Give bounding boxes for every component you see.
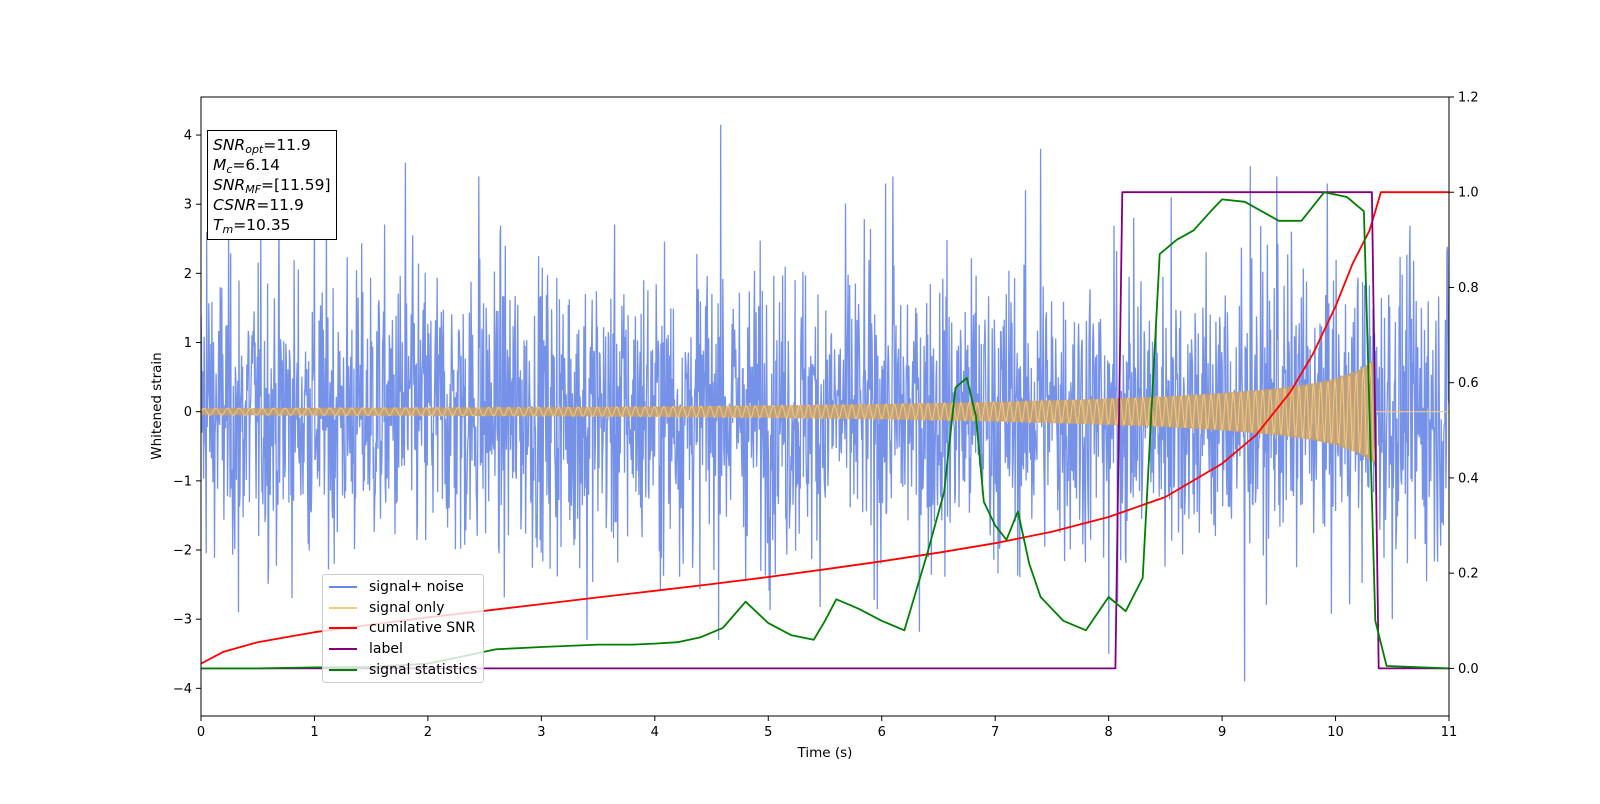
legend-label: signal statistics <box>369 661 478 678</box>
legend-swatch <box>329 627 357 630</box>
y-tick-label: 3 <box>184 198 192 213</box>
plot-area <box>201 124 1449 682</box>
annotation-box: SNRopt=11.9 Mc=6.14 SNRMF=[11.59] CSNR=1… <box>207 130 337 240</box>
y2-tick-label: 0.8 <box>1458 281 1479 296</box>
legend-label: signal+ noise <box>369 579 464 596</box>
legend-swatch <box>329 586 357 589</box>
x-tick-label: 5 <box>764 725 772 740</box>
y2-tick-label: 0.6 <box>1458 376 1479 391</box>
x-tick-label: 7 <box>991 725 999 740</box>
x-tick-label: 11 <box>1441 725 1458 740</box>
mc-sub: c <box>226 163 233 176</box>
y2-tick-label: 0.2 <box>1458 567 1479 582</box>
tm-name: T <box>213 216 223 234</box>
y-tick-label: −2 <box>173 544 192 559</box>
snr-opt-sub: opt <box>245 143 264 156</box>
y-tick-label: 4 <box>184 129 192 144</box>
y2-tick-label: 0.4 <box>1458 471 1479 486</box>
series-signal-statistics <box>201 191 1449 670</box>
snr-opt-value: =11.9 <box>263 136 311 154</box>
y-axis-label: Whitened strain <box>149 352 165 459</box>
tm-annotation: Tm=10.35 <box>213 215 331 235</box>
mc-name: M <box>213 156 227 174</box>
snr-opt-annotation: SNRopt=11.9 <box>213 135 331 155</box>
y-tick-label: −4 <box>173 682 192 697</box>
legend-item-signal-only: signal only <box>329 598 477 619</box>
snr-mf-value: =[11.59] <box>261 176 331 194</box>
x-tick-label: 6 <box>878 725 886 740</box>
x-tick-label: 3 <box>537 725 545 740</box>
legend-swatch <box>329 668 357 671</box>
legend-item-signal-noise: signal+ noise <box>329 577 477 598</box>
plot-frame <box>200 96 1450 717</box>
tm-sub: m <box>222 223 234 236</box>
legend: signal+ noise signal only cumilative SNR… <box>322 574 485 683</box>
series-label <box>201 191 1449 670</box>
tm-value: =10.35 <box>233 216 291 234</box>
legend-label: signal only <box>369 599 445 616</box>
series-signal-noise <box>201 124 1449 682</box>
snr-opt-name: SNR <box>213 136 246 154</box>
snr-mf-name: SNR <box>213 176 246 194</box>
x-tick-label: 4 <box>651 725 659 740</box>
y-tick-label: 0 <box>184 405 192 420</box>
legend-label: cumilative SNR <box>369 620 476 637</box>
y2-tick-label: 1.2 <box>1458 91 1479 106</box>
x-tick-label: 0 <box>197 725 205 740</box>
x-tick-label: 10 <box>1327 725 1344 740</box>
x-tick-label: 8 <box>1104 725 1112 740</box>
legend-swatch <box>329 606 357 609</box>
csnr-name: CSNR <box>213 196 257 214</box>
y-tick-label: −3 <box>173 613 192 628</box>
snr-mf-annotation: SNRMF=[11.59] <box>213 175 331 195</box>
legend-item-cumulative-snr: cumilative SNR <box>329 618 477 639</box>
y-tick-label: −1 <box>173 474 192 489</box>
legend-item-label: label <box>329 639 477 660</box>
x-tick-label: 2 <box>424 725 432 740</box>
x-tick-label: 9 <box>1218 725 1226 740</box>
axes: 0 1 2 3 4 5 6 7 8 9 10 1143210−1−2−3−41.21.00.80.60… <box>173 91 1479 741</box>
y2-tick-label: 0.0 <box>1458 662 1479 677</box>
series-signal-only-wave <box>201 362 1376 462</box>
mc-value: =6.14 <box>232 156 280 174</box>
y2-tick-label: 1.0 <box>1458 186 1479 201</box>
y-tick-label: 2 <box>184 267 192 282</box>
mc-annotation: Mc=6.14 <box>213 155 331 175</box>
y-tick-label: 1 <box>184 336 192 351</box>
snr-mf-sub: MF <box>245 183 262 196</box>
csnr-value: =11.9 <box>256 196 304 214</box>
csnr-annotation: CSNR=11.9 <box>213 195 331 215</box>
legend-label: label <box>369 641 403 658</box>
legend-item-signal-statistics: signal statistics <box>329 659 477 680</box>
x-tick-label: 1 <box>310 725 318 740</box>
x-axis-label: Time (s) <box>797 745 853 761</box>
legend-swatch <box>329 648 357 651</box>
